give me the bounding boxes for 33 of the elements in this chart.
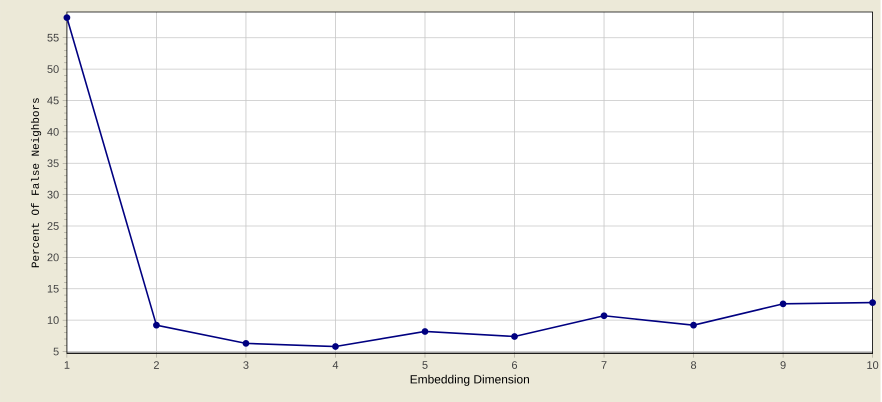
- x-tick-label: 4: [332, 361, 338, 369]
- y-tick-label: 25: [48, 222, 59, 230]
- y-tick-label: 50: [47, 65, 59, 73]
- x-tick-label: 7: [602, 361, 607, 369]
- point: [690, 322, 697, 328]
- y-axis-title: Percent Of False Neighbors: [30, 98, 42, 268]
- y-tick-label: 45: [47, 96, 59, 104]
- y-tick-label: 40: [47, 128, 59, 136]
- y-tick-label: 55: [47, 34, 59, 42]
- x-tick-label: 8: [690, 361, 696, 369]
- x-tick-label: 10: [867, 361, 878, 369]
- y-tick-label: 20: [48, 253, 59, 262]
- x-tick-label: 2: [154, 361, 159, 369]
- point: [780, 300, 786, 308]
- point: [600, 312, 608, 319]
- x-tick-label: 9: [780, 361, 786, 369]
- point: [242, 340, 250, 347]
- x-tick-label: 1: [64, 361, 70, 369]
- y-tick-label: 15: [48, 284, 59, 292]
- y-tick-label: 35: [47, 159, 59, 167]
- point: [332, 342, 339, 350]
- x-tick-label: 5: [422, 361, 428, 369]
- point: [422, 328, 428, 335]
- point: [64, 14, 70, 21]
- point: [511, 332, 518, 340]
- x-tick-label: 3: [243, 361, 249, 369]
- x-axis-title: Embedding Dimension: [410, 374, 529, 386]
- y-tick-label: 10: [48, 316, 59, 324]
- y-tick-label: 30: [47, 190, 59, 198]
- x-tick-label: 6: [512, 361, 518, 369]
- y-tick-label: 5: [54, 348, 59, 356]
- point: [153, 322, 160, 328]
- point: [869, 299, 876, 306]
